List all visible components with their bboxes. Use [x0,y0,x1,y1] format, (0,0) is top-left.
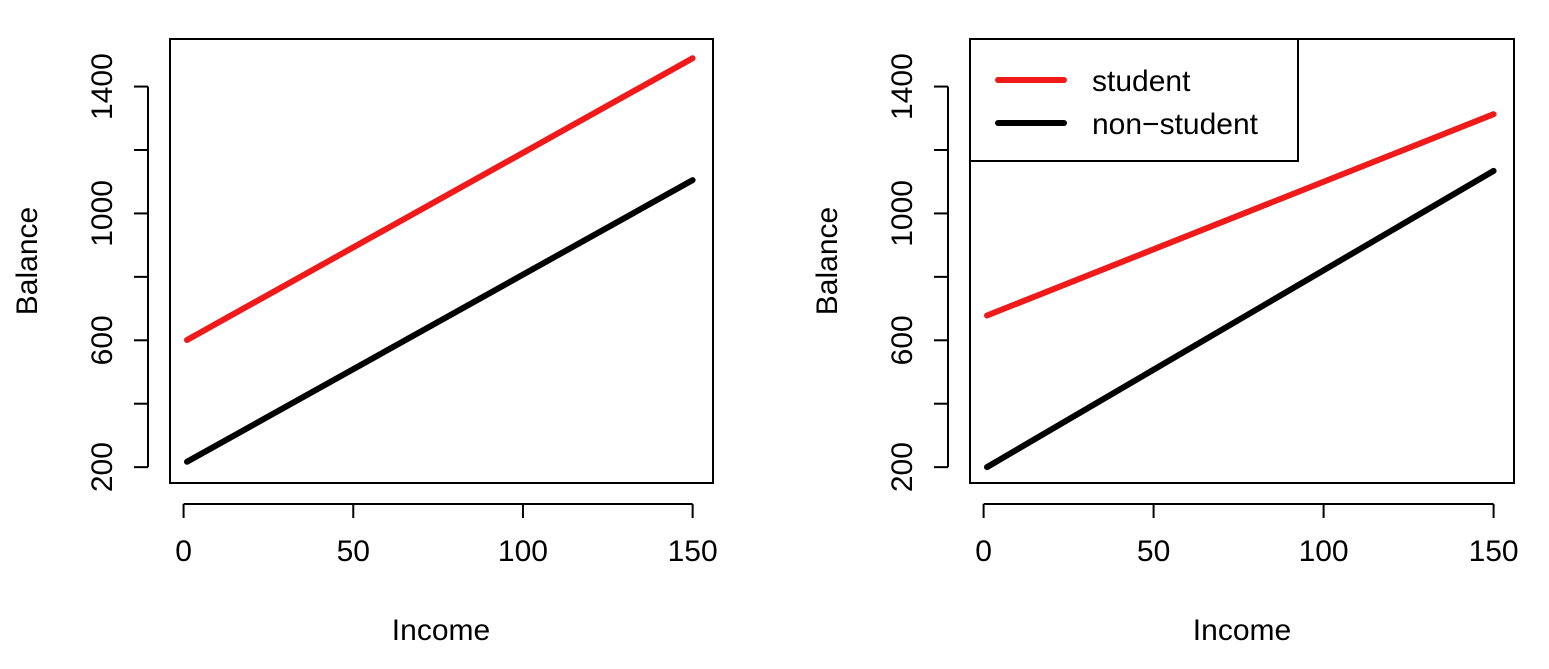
x-tick-label: 0 [975,535,992,568]
y-tick-label: 600 [86,315,119,365]
x-axis-right: 0 50 100 150 [975,503,1519,568]
y-axis-left: 200 600 1000 1400 [86,53,149,492]
x-tick-label: 100 [498,535,548,568]
x-tick-label: 150 [668,535,718,568]
series-line-non-student [184,177,696,465]
panel-left: 0 50 100 150 200 600 1000 1400 Income Balance [11,38,718,647]
x-axis-left: 0 50 100 150 [175,503,718,568]
plot-left-lines [184,55,696,465]
y-tick-label: 1000 [886,180,919,247]
y-tick-label: 200 [886,442,919,492]
y-axis-right: 200 600 1000 1400 [886,53,949,492]
x-tick-label: 0 [175,535,192,568]
y-tick-label: 1000 [86,180,119,247]
y-tick-label: 1400 [886,53,919,120]
y-tick-label: 600 [886,315,919,365]
series-line-non-student [984,167,1497,471]
legend-label-non-student: non−student [1092,108,1259,141]
y-axis-label-left: Balance [11,207,44,315]
series-line-student [984,111,1497,319]
x-tick-label: 150 [1469,535,1519,568]
plot-right-lines [984,111,1497,471]
x-tick-label: 50 [337,535,370,568]
x-axis-label-left: Income [392,614,490,647]
plot-frame-left [169,38,714,484]
legend-box [969,38,1299,162]
series-line-student [184,55,696,343]
x-axis-label-right: Income [1193,614,1291,647]
y-tick-label: 1400 [86,53,119,120]
legend: student non−student [969,38,1299,162]
x-tick-label: 50 [1137,535,1170,568]
y-axis-label-right: Balance [811,207,844,315]
y-tick-label: 200 [86,442,119,492]
legend-label-student: student [1092,65,1191,98]
x-tick-label: 100 [1299,535,1349,568]
